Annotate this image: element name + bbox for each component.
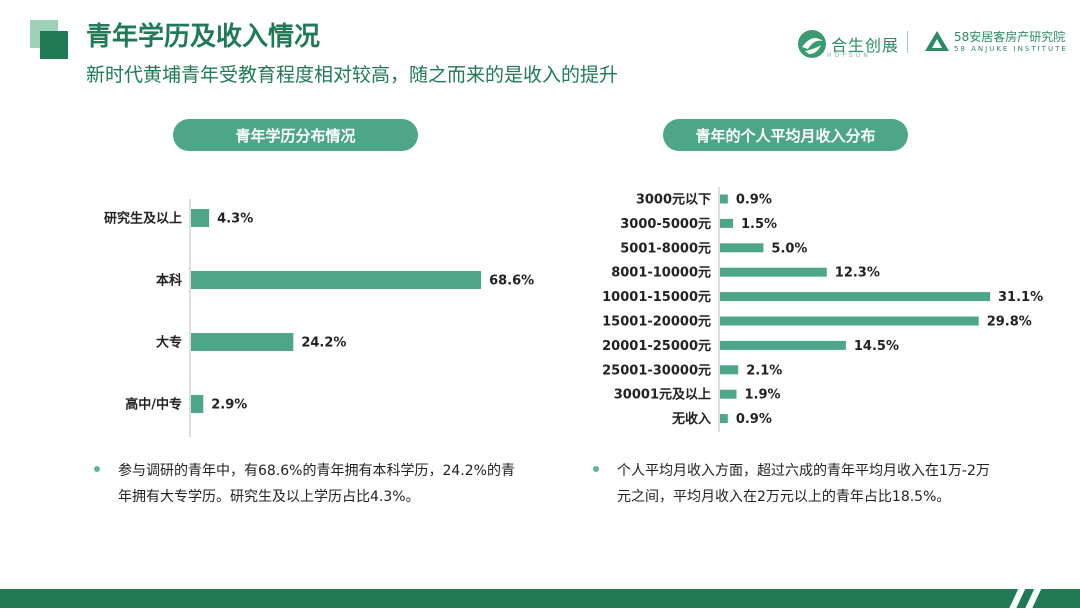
footer-bar (0, 589, 1080, 608)
value-label: 0.9% (736, 193, 772, 208)
bar (191, 333, 294, 351)
bar (720, 292, 990, 302)
hopson-logo-text: 合生创展 (831, 36, 900, 55)
bar (191, 395, 204, 413)
anjuke-logo-subtext: 58 ANJUKE INSTITUTE (954, 45, 1068, 53)
education-chart-title: 青年学历分布情况 (173, 119, 418, 151)
hopson-logo-subtext: HOPSON (827, 52, 871, 59)
category-label: 25001-30000元 (602, 363, 711, 378)
category-label: 5001-8000元 (620, 241, 711, 256)
income-chart-title: 青年的个人平均月收入分布 (663, 119, 908, 151)
value-label: 14.5% (854, 339, 899, 354)
value-label: 24.2% (301, 336, 346, 351)
page-subtitle: 新时代黄埔青年受教育程度相对较高，随之而来的是收入的提升 (86, 64, 619, 86)
bar (720, 340, 846, 350)
category-label: 20001-25000元 (602, 339, 711, 354)
bar (191, 209, 210, 227)
education-note: 参与调研的青年中，有68.6%的青年拥有本科学历，24.2%的青年拥有大专学历。… (118, 463, 515, 505)
bar (191, 271, 482, 289)
category-label: 本科 (156, 273, 182, 289)
bar (720, 194, 728, 204)
category-label: 30001元及以上 (614, 388, 711, 403)
bar (720, 218, 734, 228)
category-label: 大专 (156, 335, 182, 351)
category-label: 8001-10000元 (611, 266, 711, 281)
bar (720, 414, 728, 424)
category-label: 10001-15000元 (602, 290, 711, 305)
bar (720, 267, 827, 277)
category-label: 15001-20000元 (602, 315, 711, 330)
anjuke-logo: 58安居客房产研究院 58 ANJUKE INSTITUTE (924, 30, 1068, 54)
value-label: 4.3% (217, 212, 253, 227)
value-label: 1.9% (744, 388, 780, 403)
anjuke-logo-text: 58安居客房产研究院 (954, 30, 1066, 44)
value-label: 0.9% (736, 412, 772, 427)
value-label: 68.6% (489, 274, 534, 289)
hopson-logo: 合生创展 HOPSON (797, 27, 899, 61)
value-label: 2.9% (211, 398, 247, 413)
value-label: 31.1% (998, 290, 1043, 305)
category-label: 研究生及以上 (104, 211, 182, 227)
category-label: 高中/中专 (125, 397, 182, 413)
bar (720, 316, 979, 326)
value-label: 1.5% (741, 217, 777, 232)
value-label: 5.0% (771, 241, 807, 256)
decor-square-dark (40, 31, 68, 59)
hopson-emblem-icon (798, 30, 826, 58)
bullet-dot (94, 466, 100, 472)
bar (720, 243, 764, 253)
income-note: 个人平均月收入方面，超过六成的青年平均月收入在1万-2万元之间，平均月收入在2万… (617, 463, 990, 505)
category-label: 3000-5000元 (620, 217, 711, 232)
bar (720, 365, 739, 375)
value-label: 12.3% (835, 266, 880, 281)
bar (720, 389, 737, 399)
bullet-dot (593, 466, 599, 472)
value-label: 2.1% (746, 363, 782, 378)
category-label: 3000元以下 (636, 193, 711, 208)
logo-divider (907, 31, 908, 53)
category-label: 无收入 (671, 411, 711, 427)
value-label: 29.8% (987, 315, 1032, 330)
anjuke-triangle-icon (925, 31, 949, 51)
page-title: 青年学历及收入情况 (86, 22, 321, 52)
